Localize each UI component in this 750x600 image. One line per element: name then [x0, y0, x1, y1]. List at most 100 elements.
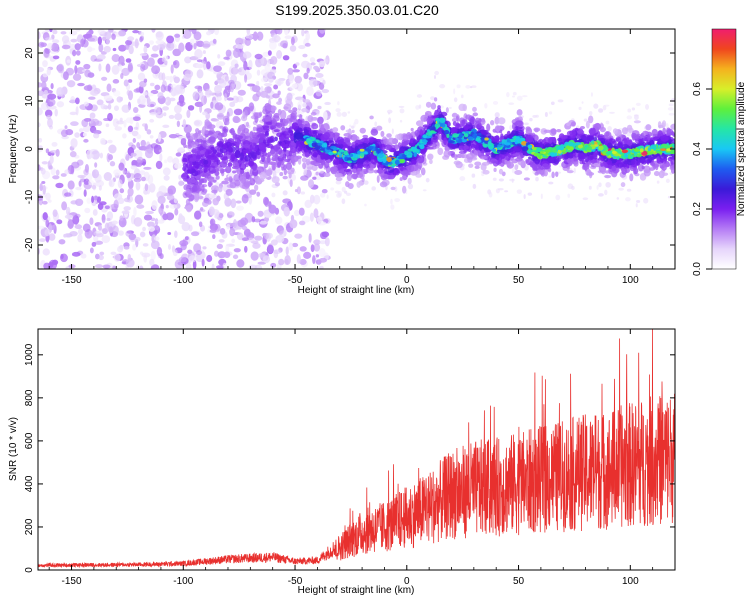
spectrogram-blob [605, 181, 611, 188]
spectrogram-blob [216, 243, 223, 250]
spectrogram-blob [137, 72, 146, 81]
spectrogram-blob [257, 261, 266, 265]
spectrogram-blob [399, 177, 403, 181]
spectrogram-blob [312, 130, 317, 135]
spectrogram-blob [55, 182, 64, 189]
spectrogram-blob [132, 30, 140, 34]
spectrogram-blob [301, 108, 308, 113]
spectrogram-blob [118, 30, 127, 37]
spectrogram-blob [165, 41, 175, 51]
spectrogram-blob [113, 169, 121, 176]
spectrogram-blob [211, 189, 218, 194]
spectrogram-blob [187, 105, 195, 111]
spectrogram-blob [620, 167, 625, 172]
spectrogram-blob [399, 148, 405, 154]
spectrogram-blob [155, 31, 164, 41]
spectrogram-blob [330, 187, 335, 191]
spectrogram-blob [40, 42, 47, 48]
spectrogram-blob [233, 108, 243, 116]
spectrogram-blob [596, 185, 599, 190]
spectrogram-blob [91, 185, 97, 190]
spectrogram-ridge-blob [624, 153, 629, 158]
spectrogram-blob [39, 238, 46, 242]
spectrogram-blob [275, 234, 285, 243]
spectrogram-blob [335, 176, 343, 182]
spectrogram-blob [111, 54, 121, 63]
spectrogram-blob [134, 194, 144, 205]
spectrogram-blob [609, 111, 615, 114]
spectrogram-blob [142, 91, 148, 96]
spectrogram-blob [352, 165, 357, 169]
spectrogram-blob [453, 97, 458, 103]
spectrogram-blob [289, 179, 293, 187]
spectrogram-blob [242, 51, 252, 59]
spectrogram-blob [295, 133, 301, 140]
spectrogram-blob [203, 148, 207, 152]
spectrogram-blob [310, 62, 316, 66]
spectrogram-blob [38, 164, 41, 171]
spectrogram-blob [252, 31, 258, 41]
spectrogram-blob [207, 199, 212, 205]
spectrogram-blob [52, 55, 60, 60]
spectrogram-blob [371, 186, 376, 191]
spectrogram-blob [111, 220, 118, 225]
spectrogram-blob [369, 167, 374, 171]
spectrogram-blob [448, 106, 452, 109]
spectrogram-blob [443, 137, 447, 146]
spectrogram-blob [343, 132, 351, 137]
spectrogram-blob [283, 206, 290, 217]
spectrogram-blob [110, 251, 117, 255]
spectrogram-blob [51, 39, 60, 44]
spectrogram-blob [534, 158, 540, 165]
spectrogram-blob [629, 173, 634, 182]
spectrogram-blob [128, 45, 134, 55]
spectrogram-blob [225, 243, 230, 253]
spectrogram-blob [202, 142, 208, 148]
spectrogram-blob [206, 31, 212, 36]
spectrogram-blob [604, 174, 612, 179]
spectrogram-blob [101, 235, 111, 244]
spectrogram-blob [255, 90, 262, 98]
spectrogram-blob [243, 60, 248, 71]
spectrogram-blob [345, 129, 352, 133]
spectrogram-blob [193, 42, 197, 50]
spectrogram-blob [51, 43, 59, 52]
spectrogram-blob [70, 138, 78, 148]
spectrogram-blob [247, 160, 255, 167]
spectrogram-blob [187, 249, 193, 255]
spectrogram-blob [514, 169, 523, 175]
spectrogram-blob [135, 181, 141, 191]
spectrogram-blob [186, 169, 192, 174]
spectrogram-blob [61, 201, 68, 211]
spectrogram-blob [274, 216, 283, 225]
spectrogram-blob [98, 254, 104, 261]
spectrogram-blob [276, 132, 283, 138]
spectrogram-blob [98, 63, 102, 72]
spectrogram-blob [125, 58, 132, 63]
spectrogram-blob [275, 36, 281, 41]
spectrogram-blob [119, 244, 124, 250]
spectrogram-blob [294, 233, 303, 239]
spectrogram-blob [161, 57, 166, 63]
spectrogram-blob [267, 50, 272, 56]
spectrogram-blob [252, 242, 261, 249]
spectrogram-blob [281, 122, 285, 129]
spectrogram-blob [410, 127, 414, 132]
spectrogram-blob [528, 156, 532, 160]
spectrogram-blob [249, 189, 257, 195]
spectrogram-blob [434, 111, 439, 115]
spectrogram-blob [275, 79, 284, 85]
spectrogram-blob [662, 163, 671, 168]
spectrogram-blob [291, 242, 299, 248]
spectrogram-blob [289, 45, 297, 52]
spectrogram-blob [471, 173, 476, 178]
spectrogram-blob [291, 157, 295, 166]
spectrogram-blob [310, 160, 316, 166]
spectrogram-blob [644, 131, 648, 135]
spectrogram-blob [68, 264, 76, 269]
spectrogram-blob [474, 144, 479, 150]
spectrogram-blob [223, 93, 228, 102]
spectrogram-blob [329, 166, 338, 173]
spectrogram-blob [118, 44, 127, 52]
spectrogram-blob [321, 88, 330, 94]
